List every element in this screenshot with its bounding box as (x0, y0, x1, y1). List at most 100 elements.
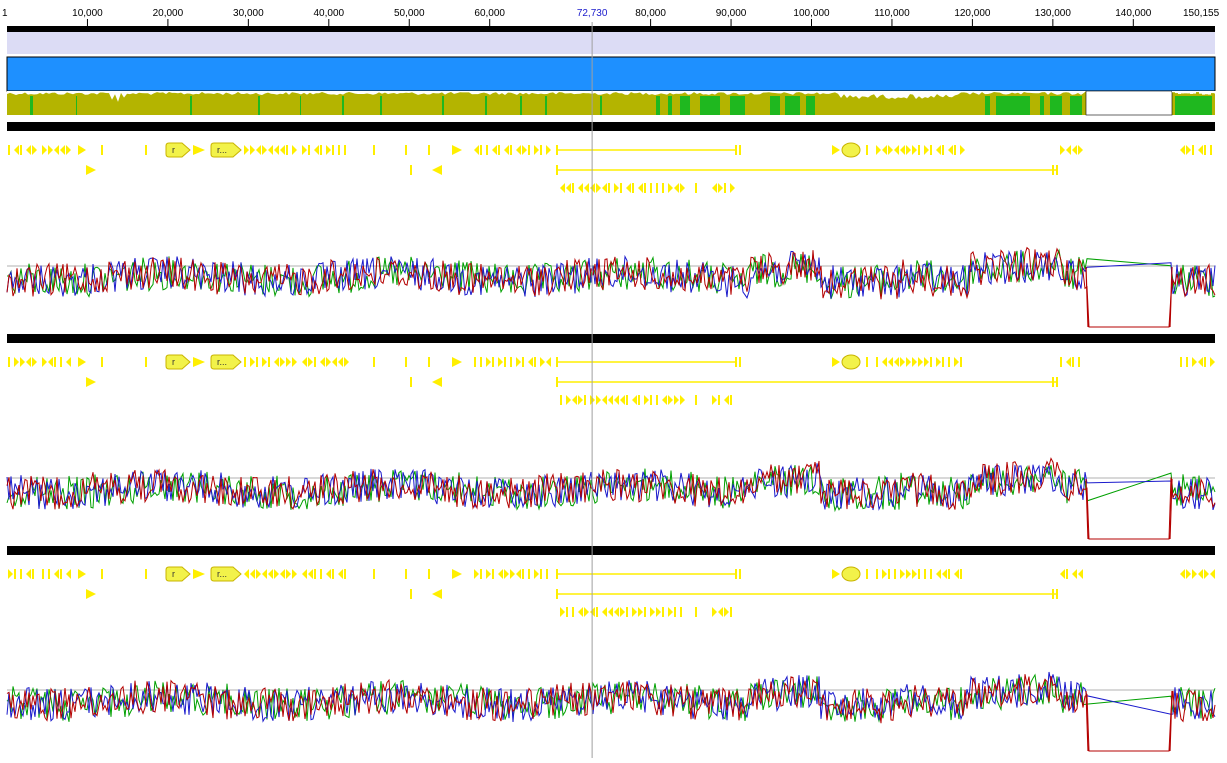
gene-arrow-right[interactable] (668, 395, 673, 405)
gene-bar[interactable] (735, 357, 737, 367)
gene-arrow-right[interactable] (522, 145, 527, 155)
gene-bar[interactable] (662, 607, 664, 617)
gene-arrow-left[interactable] (268, 145, 273, 155)
gene-arrow-right[interactable] (250, 145, 255, 155)
gene-arrow-left[interactable] (888, 357, 893, 367)
gene-arrow-right[interactable] (680, 395, 685, 405)
gene-arrow-right[interactable] (193, 569, 205, 579)
gene-arrow-left[interactable] (326, 569, 331, 579)
gene-arrow-left[interactable] (1210, 569, 1215, 579)
gene-arrow-right[interactable] (656, 607, 661, 617)
gene-arrow-right[interactable] (1192, 569, 1197, 579)
gene-arrow-right[interactable] (262, 357, 267, 367)
gene-arrow-right[interactable] (924, 357, 929, 367)
gene-bar[interactable] (739, 569, 741, 579)
gene-arrow-right[interactable] (832, 145, 840, 155)
gene-bar[interactable] (8, 145, 10, 155)
gene-bar[interactable] (373, 569, 375, 579)
gene-arrow-left[interactable] (572, 395, 577, 405)
gene-feature-oval[interactable] (841, 566, 861, 582)
gene-arrow-left[interactable] (14, 145, 19, 155)
gene-bar[interactable] (428, 569, 430, 579)
gene-bar[interactable] (1072, 357, 1074, 367)
gene-arrow-right[interactable] (8, 569, 13, 579)
gene-arrow-left[interactable] (894, 145, 899, 155)
gene-bar[interactable] (20, 569, 22, 579)
gene-bar[interactable] (942, 145, 944, 155)
gene-bar[interactable] (632, 183, 634, 193)
gene-arrow-left[interactable] (662, 395, 667, 405)
gene-bar[interactable] (540, 145, 542, 155)
gene-bar[interactable] (650, 183, 652, 193)
gene-bar[interactable] (486, 145, 488, 155)
gene-bar[interactable] (572, 183, 574, 193)
gene-bar[interactable] (498, 145, 500, 155)
gene-arrow-right[interactable] (638, 607, 643, 617)
gene-bar[interactable] (556, 569, 558, 579)
gene-bar[interactable] (1052, 377, 1054, 387)
gene-arrow-right[interactable] (596, 395, 601, 405)
gene-bar[interactable] (1204, 357, 1206, 367)
gene-bar[interactable] (596, 607, 598, 617)
gene-bar[interactable] (14, 569, 16, 579)
gene-arrow-left[interactable] (26, 357, 31, 367)
gene-feature-labeled[interactable] (210, 354, 242, 370)
gene-bar[interactable] (954, 145, 956, 155)
gene-bar[interactable] (924, 569, 926, 579)
gene-bar[interactable] (930, 357, 932, 367)
gene-bar[interactable] (556, 357, 558, 367)
gene-arrow-right[interactable] (906, 569, 911, 579)
gene-arrow-left[interactable] (308, 569, 313, 579)
gene-bar[interactable] (718, 395, 720, 405)
gene-arrow-left[interactable] (614, 607, 619, 617)
gene-arrow-right[interactable] (78, 145, 86, 155)
gene-arrow-right[interactable] (882, 569, 887, 579)
gene-arrow-left[interactable] (1198, 569, 1203, 579)
gene-arrow-right[interactable] (632, 607, 637, 617)
gene-arrow-right[interactable] (712, 607, 717, 617)
gene-arrow-right[interactable] (14, 357, 19, 367)
gene-bar[interactable] (428, 357, 430, 367)
gene-arrow-right[interactable] (452, 569, 462, 579)
gene-arrow-right[interactable] (540, 357, 545, 367)
gene-feature-oval[interactable] (841, 142, 861, 158)
gene-bar[interactable] (522, 357, 524, 367)
gene-arrow-left[interactable] (262, 569, 267, 579)
gene-bar[interactable] (650, 395, 652, 405)
gene-arrow-right[interactable] (960, 145, 965, 155)
gene-arrow-left[interactable] (674, 183, 679, 193)
gene-arrow-right[interactable] (832, 357, 840, 367)
track-header-bar[interactable] (7, 122, 1215, 131)
gene-arrow-right[interactable] (546, 145, 551, 155)
gene-arrow-right[interactable] (644, 395, 649, 405)
gene-bar[interactable] (320, 569, 322, 579)
gene-arrow-right[interactable] (924, 145, 929, 155)
gene-arrow-left[interactable] (338, 569, 343, 579)
gene-bar[interactable] (866, 145, 868, 155)
gene-feature-labeled[interactable] (165, 354, 191, 370)
gene-arrow-right[interactable] (516, 357, 521, 367)
gene-bar[interactable] (286, 145, 288, 155)
gene-bar[interactable] (101, 569, 103, 579)
gene-bar[interactable] (930, 569, 932, 579)
gene-arrow-left[interactable] (1060, 569, 1065, 579)
gene-arrow-right[interactable] (86, 377, 96, 387)
gene-bar[interactable] (504, 357, 506, 367)
gene-bar[interactable] (948, 357, 950, 367)
gene-arrow-left[interactable] (546, 357, 551, 367)
gene-arrow-right[interactable] (534, 145, 539, 155)
gene-arrow-left[interactable] (66, 357, 71, 367)
gene-arrow-right[interactable] (724, 607, 729, 617)
gene-bar[interactable] (876, 357, 878, 367)
gene-arrow-right[interactable] (498, 357, 503, 367)
gene-bar[interactable] (566, 607, 568, 617)
gene-arrow-right[interactable] (504, 569, 509, 579)
gene-arrow-left[interactable] (560, 183, 565, 193)
gene-bar[interactable] (410, 589, 412, 599)
track-header-bar[interactable] (7, 546, 1215, 555)
gene-bar[interactable] (60, 569, 62, 579)
gene-arrow-right[interactable] (936, 357, 941, 367)
gene-bar[interactable] (918, 569, 920, 579)
gene-bar[interactable] (695, 183, 697, 193)
gene-arrow-left[interactable] (584, 183, 589, 193)
